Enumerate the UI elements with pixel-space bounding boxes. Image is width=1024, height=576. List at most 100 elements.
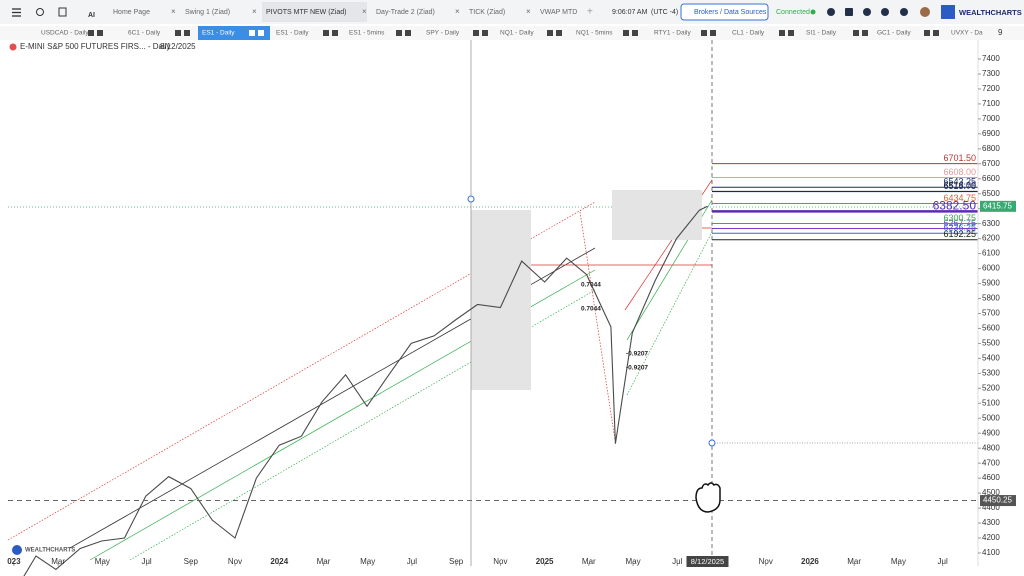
x-tick-label: 023 <box>7 557 21 566</box>
y-tick-label: 6500 <box>982 189 1000 198</box>
chart-tab[interactable]: ES1 - Daily <box>202 30 235 37</box>
y-tick-label: 5400 <box>982 353 1000 362</box>
app-tab[interactable]: Swing 1 (Ziad) <box>185 9 230 16</box>
tab-icon[interactable] <box>175 30 181 36</box>
tab-icon[interactable] <box>258 30 264 36</box>
chart-tab[interactable]: 6C1 - Daily <box>128 30 161 37</box>
level-label: 6382.50 <box>933 198 977 212</box>
y-tick-label: 4300 <box>982 518 1000 527</box>
x-tick-label: Sep <box>449 557 464 566</box>
tab-icon[interactable] <box>862 30 868 36</box>
x-tick-label: Jul <box>672 557 682 566</box>
app-tab[interactable]: Home Page <box>113 9 150 16</box>
y-tick-label: 5800 <box>982 294 1000 303</box>
chart-tab[interactable]: GC1 - Daily <box>877 30 911 37</box>
tab-icon[interactable] <box>249 30 255 36</box>
x-tick-label: 2025 <box>536 557 554 566</box>
x-tick-label: Sep <box>184 557 199 566</box>
ai-button[interactable]: AI <box>88 12 95 19</box>
level-label: 6516.00 <box>943 181 976 191</box>
chart-tab[interactable]: ES1 - Daily <box>276 30 309 37</box>
tab-icon[interactable] <box>405 30 411 36</box>
y-tick-label: 4700 <box>982 458 1000 467</box>
tab-icon[interactable] <box>473 30 479 36</box>
tab-icon[interactable] <box>933 30 939 36</box>
app-tab[interactable]: TICK (Ziad) <box>469 9 505 16</box>
connection-status: Connected <box>776 9 810 16</box>
tab-close[interactable]: × <box>362 7 367 16</box>
active-chart-tab <box>198 26 270 40</box>
chart-tab[interactable]: SI1 - Daily <box>806 30 837 37</box>
more-tabs[interactable]: 9 <box>998 28 1003 37</box>
hand-cursor <box>695 482 721 513</box>
chart-tab[interactable]: ES1 - 5mins <box>349 30 385 37</box>
y-tick-label: 6600 <box>982 174 1000 183</box>
tab-icon[interactable] <box>788 30 794 36</box>
chart-tab[interactable]: UVXY - Da <box>951 30 983 37</box>
tab-icon[interactable] <box>184 30 190 36</box>
level-label: 6543.25 <box>943 177 976 187</box>
tab-icon[interactable] <box>623 30 629 36</box>
app-tab[interactable]: Day-Trade 2 (Ziad) <box>376 9 435 16</box>
app-tab[interactable]: PIVOTS MTF NEW (Ziad) <box>266 9 347 16</box>
tab-icon[interactable] <box>701 30 707 36</box>
toolbar-icons[interactable] <box>827 7 930 17</box>
brand: WEALTHCHARTS <box>959 8 1022 17</box>
tab-icon[interactable] <box>779 30 785 36</box>
anchor-point[interactable] <box>467 195 475 203</box>
tab-close[interactable]: × <box>455 7 460 16</box>
y-tick-label: 5000 <box>982 413 1000 422</box>
tab-icon[interactable] <box>332 30 338 36</box>
tab-icon[interactable] <box>547 30 553 36</box>
level-label: 6701.50 <box>943 153 976 163</box>
y-tick-label: 5600 <box>982 324 1000 333</box>
chart-tab[interactable]: NQ1 - 5mins <box>576 30 613 37</box>
search-icon[interactable] <box>36 8 44 16</box>
tab-close[interactable]: × <box>252 7 257 16</box>
broker-button[interactable] <box>680 3 769 21</box>
tab-icon[interactable] <box>88 30 94 36</box>
y-tick-label: 7300 <box>982 69 1000 78</box>
level-label: 6434.75 <box>943 193 976 203</box>
chart-tab[interactable]: USDCAD - Daily <box>41 30 89 37</box>
active-tab-bg <box>262 2 367 22</box>
x-tick-label: 8/12/2025 <box>691 557 724 566</box>
level-label: 6267.75 <box>943 218 976 228</box>
tab-icon[interactable] <box>632 30 638 36</box>
chart-tab[interactable]: NQ1 - Daily <box>500 30 534 37</box>
add-tab[interactable]: + <box>587 7 593 18</box>
tab-icon[interactable] <box>97 30 103 36</box>
x-tick-label: 2026 <box>801 557 819 566</box>
tab-icon[interactable] <box>853 30 859 36</box>
y-tick-label: 4900 <box>982 428 1000 437</box>
tab-icon[interactable] <box>482 30 488 36</box>
tab-icon[interactable] <box>556 30 562 36</box>
tab-icon[interactable] <box>396 30 402 36</box>
app-tab[interactable]: VWAP MTD <box>540 9 577 16</box>
price-badge-label: 4450.25 <box>983 496 1012 505</box>
tab-icon[interactable] <box>924 30 930 36</box>
y-tick-label: 7100 <box>982 99 1000 108</box>
y-tick-label: 6000 <box>982 264 1000 273</box>
top-bar <box>0 0 1024 24</box>
tab-icon[interactable] <box>323 30 329 36</box>
chart-tab[interactable]: RTY1 - Daily <box>654 30 691 37</box>
broker-button-label[interactable]: Brokers / Data Sources <box>694 9 767 16</box>
timezone: (UTC -4) <box>651 9 678 16</box>
level-label: 6608.00 <box>943 167 976 177</box>
x-tick-label: Jul <box>938 557 948 566</box>
y-tick-label: 7400 <box>982 54 1000 63</box>
y-tick-label: 4200 <box>982 533 1000 542</box>
tab-icon[interactable] <box>710 30 716 36</box>
x-tick-label: May <box>625 557 640 566</box>
copy-icon[interactable] <box>58 7 67 17</box>
anchor-point[interactable] <box>708 439 716 447</box>
level-label: 6192.25 <box>943 229 976 239</box>
brand-logo <box>941 5 955 19</box>
tab-close[interactable]: × <box>171 7 176 16</box>
tab-close[interactable]: × <box>526 7 531 16</box>
menu-icon[interactable] <box>12 8 21 17</box>
chart-tab[interactable]: SPY - Daily <box>426 30 460 37</box>
chart-tab[interactable]: CL1 - Daily <box>732 30 765 37</box>
x-tick-label: Jul <box>141 557 151 566</box>
